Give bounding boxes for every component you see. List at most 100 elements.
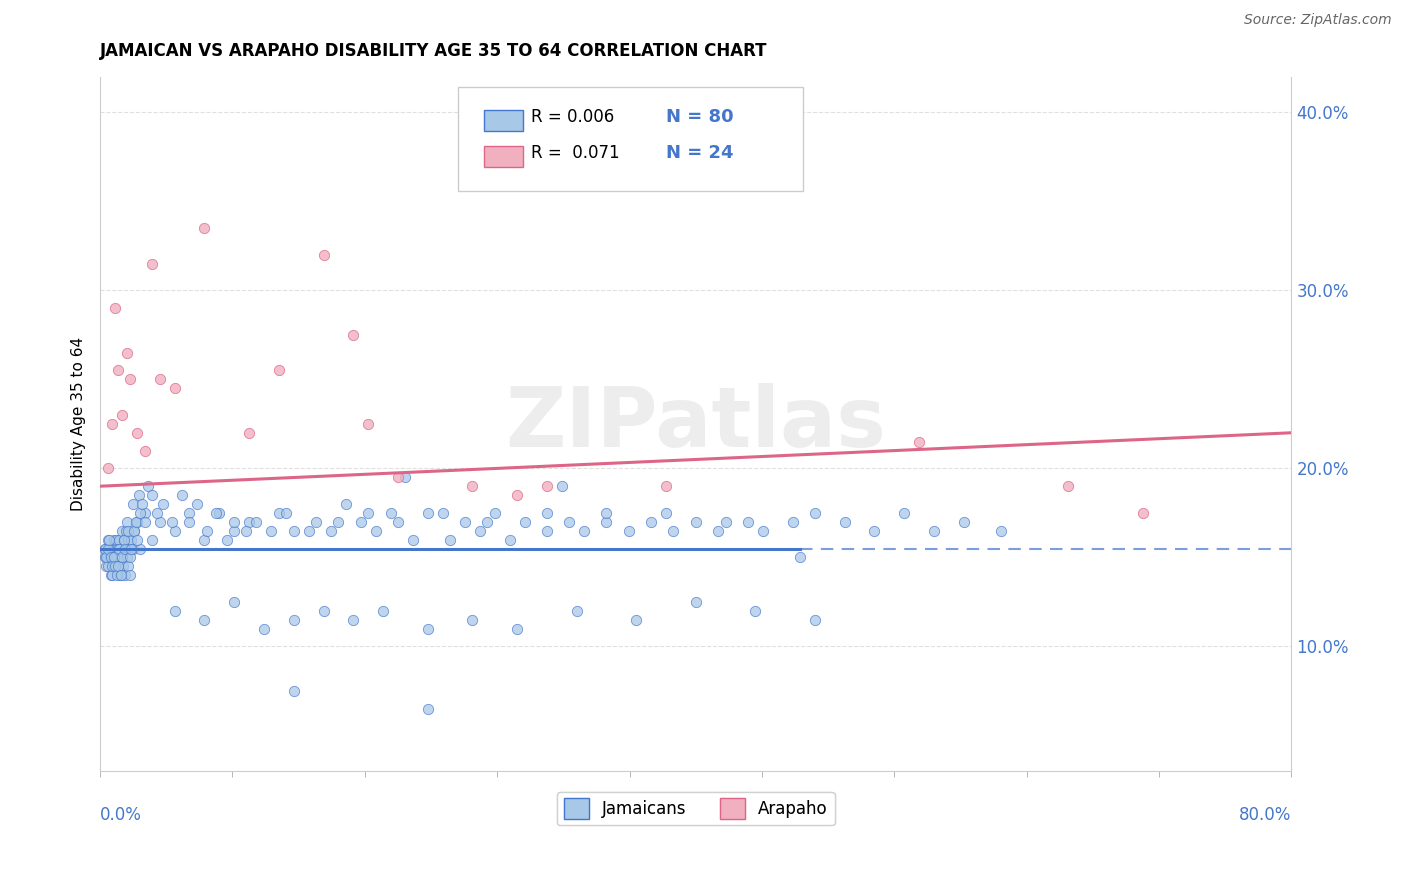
Point: [124, 524, 146, 538]
Point: [118, 568, 141, 582]
Point: [108, 541, 131, 556]
Text: ZIPatlas: ZIPatlas: [505, 384, 886, 465]
Point: [115, 550, 138, 565]
Point: [595, 506, 617, 520]
Point: [136, 479, 159, 493]
Point: [312, 604, 335, 618]
Point: [110, 568, 132, 582]
Point: [908, 434, 931, 449]
Point: [105, 550, 128, 565]
Point: [100, 568, 122, 582]
Text: N = 80: N = 80: [666, 108, 734, 126]
Point: [129, 541, 152, 556]
Point: [107, 533, 129, 547]
Y-axis label: Disability Age 35 to 64: Disability Age 35 to 64: [72, 337, 86, 511]
Point: [105, 541, 128, 556]
Point: [134, 443, 156, 458]
Point: [97, 559, 120, 574]
Point: [163, 524, 186, 538]
Point: [319, 524, 342, 538]
Point: [152, 497, 174, 511]
Point: [112, 533, 135, 547]
Point: [990, 524, 1012, 538]
Point: [97, 541, 120, 556]
Point: [117, 559, 139, 574]
Point: [128, 488, 150, 502]
Point: [205, 506, 228, 520]
Point: [179, 506, 201, 520]
Point: [149, 372, 172, 386]
Point: [111, 550, 134, 565]
Point: [111, 524, 134, 538]
Point: [101, 417, 124, 431]
Point: [104, 541, 127, 556]
Point: [461, 613, 484, 627]
Legend: Jamaicans, Arapaho: Jamaicans, Arapaho: [557, 791, 835, 825]
Point: [357, 506, 380, 520]
Point: [737, 515, 759, 529]
Point: [565, 604, 588, 618]
Point: [245, 515, 267, 529]
Point: [208, 506, 231, 520]
Point: [131, 497, 153, 511]
Point: [782, 515, 804, 529]
Point: [141, 533, 163, 547]
FancyBboxPatch shape: [457, 87, 803, 191]
Point: [107, 559, 129, 574]
Point: [105, 568, 128, 582]
Point: [93, 550, 115, 565]
Point: [115, 524, 138, 538]
Point: [260, 524, 283, 538]
Point: [477, 515, 499, 529]
Point: [513, 515, 536, 529]
Point: [276, 506, 298, 520]
Point: [124, 524, 146, 538]
Point: [626, 613, 648, 627]
Point: [1132, 506, 1154, 520]
Point: [863, 524, 886, 538]
Point: [97, 461, 120, 475]
Point: [536, 506, 558, 520]
Point: [551, 479, 574, 493]
Point: [468, 524, 491, 538]
Point: [238, 425, 260, 440]
Point: [342, 613, 364, 627]
Point: [127, 533, 149, 547]
Point: [804, 613, 827, 627]
Point: [922, 524, 945, 538]
Point: [953, 515, 976, 529]
Point: [283, 524, 305, 538]
Point: [536, 479, 558, 493]
Point: [107, 559, 129, 574]
Point: [461, 479, 484, 493]
Point: [193, 533, 215, 547]
Point: [193, 613, 215, 627]
Point: [283, 684, 305, 698]
Point: [371, 604, 394, 618]
Point: [125, 515, 148, 529]
Point: [100, 550, 122, 565]
Point: [141, 257, 163, 271]
Text: JAMAICAN VS ARAPAHO DISABILITY AGE 35 TO 64 CORRELATION CHART: JAMAICAN VS ARAPAHO DISABILITY AGE 35 TO…: [100, 42, 768, 60]
Point: [498, 533, 520, 547]
Point: [416, 702, 439, 716]
Point: [536, 524, 558, 538]
Point: [115, 345, 138, 359]
Point: [149, 515, 172, 529]
Point: [101, 559, 124, 574]
Point: [215, 533, 238, 547]
Point: [104, 559, 127, 574]
Point: [416, 506, 439, 520]
Point: [439, 533, 461, 547]
Point: [127, 515, 149, 529]
Point: [110, 568, 132, 582]
Point: [617, 524, 640, 538]
Point: [98, 533, 121, 547]
Point: [834, 515, 856, 529]
Point: [120, 533, 142, 547]
Point: [97, 533, 120, 547]
Point: [312, 248, 335, 262]
Point: [101, 568, 124, 582]
Point: [283, 613, 305, 627]
Point: [179, 515, 201, 529]
